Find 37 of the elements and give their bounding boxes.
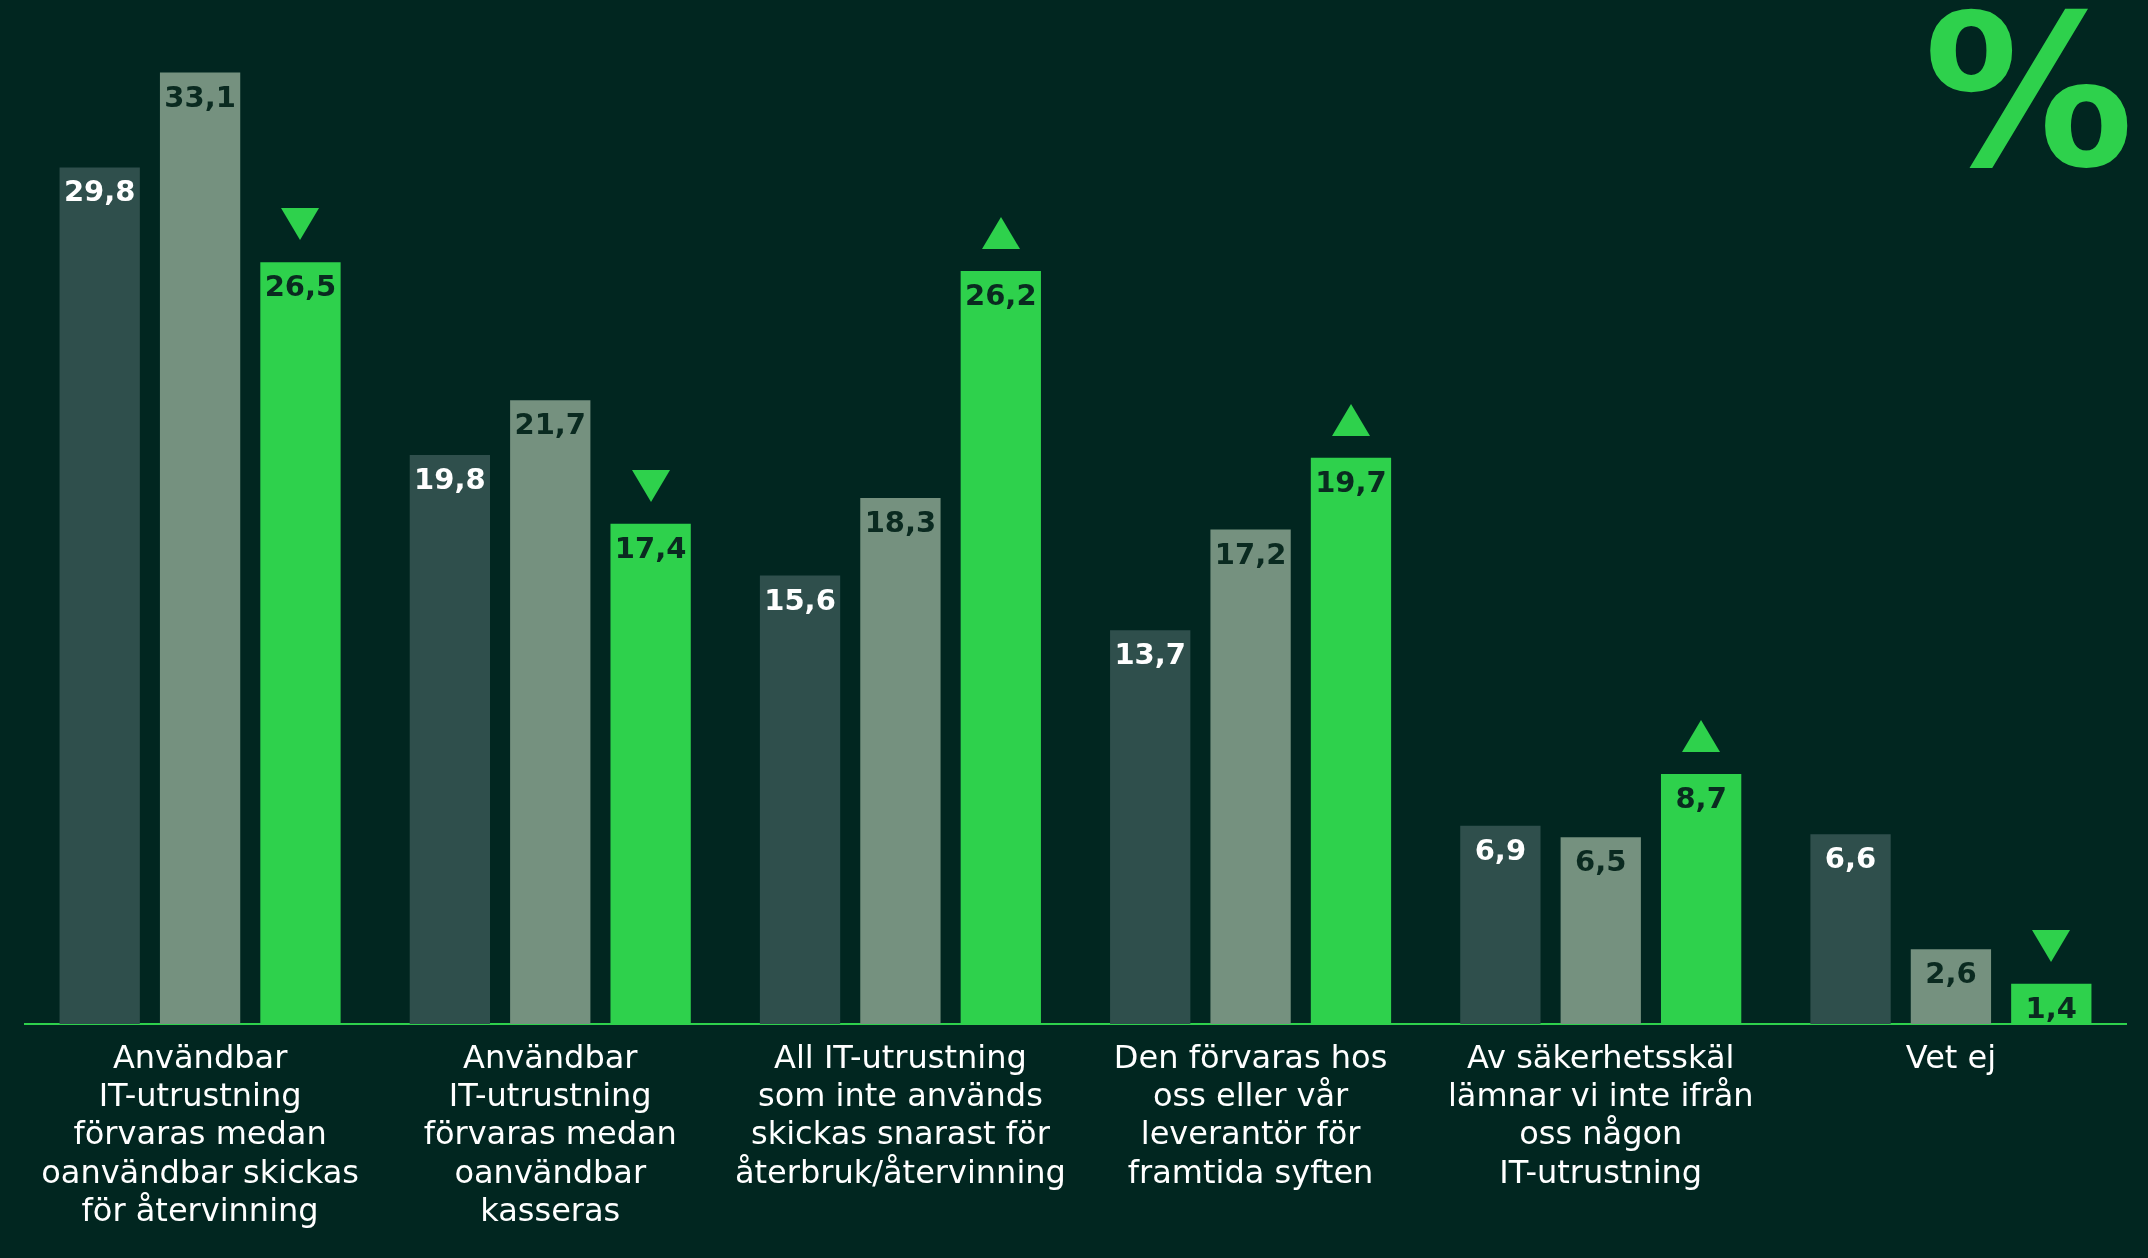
data-label: 33,1 — [164, 79, 236, 114]
data-label: 19,8 — [414, 461, 486, 496]
bar — [1560, 837, 1641, 1024]
data-label: 18,3 — [864, 505, 937, 540]
data-label: 15,6 — [764, 582, 836, 617]
x-tick-label: Vet ej — [1905, 1037, 1997, 1076]
data-label: 26,5 — [264, 269, 337, 304]
bar — [860, 498, 941, 1024]
bar — [1910, 949, 1992, 1024]
data-label: 26,2 — [965, 277, 1037, 312]
data-label: 19,7 — [1315, 464, 1387, 499]
data-label: 6,6 — [1824, 841, 1877, 876]
bar — [1810, 834, 1891, 1024]
bar — [59, 167, 140, 1024]
bar — [1110, 630, 1191, 1024]
x-tick-label: Användbar IT-utrustning förvaras medan oanvändbar kasseras — [423, 1037, 677, 1230]
y-axis-title: % — [1923, 0, 2134, 215]
x-tick-label: Av säkerhetsskäl lämnar vi inte ifrån oss någon IT-utrustning — [1447, 1037, 1754, 1191]
data-label: 17,2 — [1214, 536, 1287, 571]
data-label: 2,6 — [1925, 956, 1977, 991]
bar — [1460, 825, 1541, 1024]
data-label: 17,4 — [614, 530, 687, 565]
bar — [409, 454, 491, 1024]
x-tick-label: All IT-utrustning som inte används skickas snarast för återbruk/återvinning — [734, 1037, 1066, 1191]
data-label: 13,7 — [1114, 637, 1186, 672]
data-label: 29,8 — [63, 174, 136, 209]
bar — [1210, 529, 1291, 1024]
bar — [510, 400, 591, 1024]
data-label: 6,9 — [1474, 832, 1527, 867]
bar — [159, 72, 241, 1024]
x-tick-label: Användbar IT-utrustning förvaras medan oanvändbar skickas för återvinning — [41, 1037, 359, 1230]
data-label: 8,7 — [1675, 780, 1727, 815]
bar — [759, 575, 841, 1024]
data-label: 6,5 — [1575, 844, 1627, 879]
x-tick-label: Den förvaras hos oss eller vår leverantör för framtida syften — [1113, 1037, 1388, 1191]
data-label: 21,7 — [514, 407, 587, 442]
data-label: 1,4 — [2025, 990, 2077, 1025]
